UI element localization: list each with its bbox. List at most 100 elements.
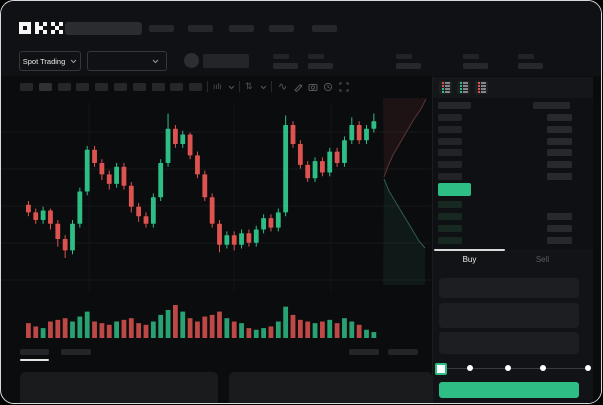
- nav-item-1[interactable]: [149, 25, 174, 32]
- pair-selector-dropdown[interactable]: [87, 51, 167, 71]
- bottom-tab-orders[interactable]: [20, 349, 49, 355]
- orderbook-header-price: [438, 102, 471, 109]
- header: [1, 1, 601, 76]
- bottom-tab-extra-1[interactable]: [349, 349, 379, 355]
- interval-slot-7[interactable]: [132, 83, 146, 91]
- candle-style-selector[interactable]: ⇅: [245, 81, 253, 91]
- divider: [207, 81, 208, 92]
- total-input[interactable]: [439, 332, 579, 354]
- interval-slot-4[interactable]: [76, 83, 90, 91]
- slider-stop-3[interactable]: [505, 365, 511, 371]
- bid-row-price[interactable]: [438, 225, 462, 232]
- camera-icon[interactable]: [308, 82, 318, 92]
- divider: [239, 81, 240, 92]
- interval-slot-10[interactable]: [189, 83, 203, 91]
- nav-item-4[interactable]: [269, 25, 294, 32]
- slider-stop-4[interactable]: [540, 365, 546, 371]
- chevron-down-icon: [152, 59, 159, 63]
- candlestick-chart[interactable]: [1, 97, 431, 347]
- pencil-icon[interactable]: [293, 82, 303, 92]
- ask-row-price[interactable]: [438, 173, 462, 180]
- ticker-stat-2: [308, 54, 333, 69]
- interval-slot-3[interactable]: [57, 83, 71, 91]
- stat-value: [518, 63, 543, 69]
- ask-row-amount: [547, 137, 572, 145]
- chevron-down-icon: [70, 59, 77, 63]
- orderbook-trade-panel: Buy Sell: [432, 77, 601, 403]
- orderbook-view-combined[interactable]: [439, 81, 452, 94]
- bid-row-amount: [547, 213, 572, 220]
- indicator-selector[interactable]: ıılı: [213, 82, 222, 91]
- interval-slot-2[interactable]: [38, 83, 52, 91]
- ask-row-amount: [547, 125, 572, 133]
- market-mode-label: Spot Trading: [22, 56, 66, 66]
- ask-row-amount: [547, 173, 572, 180]
- orders-panel-secondary: [229, 372, 432, 403]
- price-input[interactable]: [439, 278, 579, 298]
- panel-gutter: [593, 77, 601, 403]
- bid-row-price[interactable]: [438, 237, 462, 244]
- bottom-tab-extra-2[interactable]: [388, 349, 418, 355]
- ticker-stat-1: [273, 54, 298, 69]
- orderbook-view-asks-only[interactable]: [475, 81, 488, 94]
- buy-submit-button[interactable]: [439, 382, 579, 398]
- stat-value: [463, 63, 488, 69]
- interval-slot-9[interactable]: [170, 83, 184, 91]
- bid-row-price[interactable]: [438, 213, 462, 220]
- search-input[interactable]: [65, 22, 142, 35]
- nav-item-5[interactable]: [312, 25, 337, 32]
- ticker-stat-4: [463, 54, 488, 69]
- ask-row-price[interactable]: [438, 149, 462, 157]
- stat-label: [273, 54, 289, 59]
- orderbook-view-bids-only[interactable]: [457, 81, 470, 94]
- okx-logo[interactable]: [19, 21, 63, 35]
- orderbook-header-amount: [533, 102, 570, 109]
- stat-value: [308, 63, 333, 69]
- ask-row-price[interactable]: [438, 125, 462, 133]
- stat-label: [396, 54, 412, 59]
- line-tool-icon[interactable]: ∿: [278, 81, 288, 93]
- stat-label: [308, 54, 324, 59]
- stat-value: [396, 63, 421, 69]
- last-price-bar[interactable]: [438, 183, 471, 196]
- interval-slot-5[interactable]: [95, 83, 109, 91]
- amount-slider-track[interactable]: [439, 368, 589, 369]
- history-icon[interactable]: [323, 82, 333, 92]
- stat-label: [463, 54, 479, 59]
- chevron-down-icon[interactable]: [260, 85, 267, 90]
- slider-stop-2[interactable]: [467, 365, 473, 371]
- divider: [271, 81, 272, 92]
- slider-stop-5[interactable]: [585, 365, 591, 371]
- interval-slot-1[interactable]: [20, 83, 33, 91]
- bid-row-price[interactable]: [438, 201, 462, 208]
- stat-value: [273, 63, 298, 69]
- interval-slot-6[interactable]: [114, 83, 127, 91]
- amount-input[interactable]: [439, 303, 579, 328]
- market-mode-dropdown[interactable]: Spot Trading: [19, 51, 81, 71]
- nav-item-2[interactable]: [188, 25, 213, 32]
- bottom-tab-history[interactable]: [61, 349, 91, 355]
- interval-slot-8[interactable]: [151, 83, 165, 91]
- tab-buy[interactable]: Buy: [433, 249, 506, 269]
- sell-tab-label: Sell: [535, 254, 550, 264]
- account-button[interactable]: [203, 54, 249, 68]
- avatar[interactable]: [184, 53, 199, 68]
- ask-row-price[interactable]: [438, 114, 462, 121]
- buy-tab-label: Buy: [462, 254, 477, 264]
- ask-row-amount: [547, 114, 572, 121]
- buy-tab-indicator: [434, 249, 505, 251]
- bid-row-amount: [547, 237, 572, 244]
- ticker-stat-5: [518, 54, 543, 69]
- ask-row-price[interactable]: [438, 161, 462, 169]
- orders-panel: [20, 372, 218, 403]
- nav-item-3[interactable]: [229, 25, 254, 32]
- ask-row-price[interactable]: [438, 137, 462, 145]
- active-tab-indicator: [20, 359, 49, 361]
- fullscreen-icon[interactable]: [339, 82, 349, 92]
- tab-sell[interactable]: Sell: [506, 249, 579, 269]
- amount-slider-handle[interactable]: [435, 363, 447, 375]
- ask-row-amount: [547, 161, 572, 169]
- chevron-down-icon[interactable]: [228, 85, 235, 90]
- ask-row-amount: [547, 149, 572, 157]
